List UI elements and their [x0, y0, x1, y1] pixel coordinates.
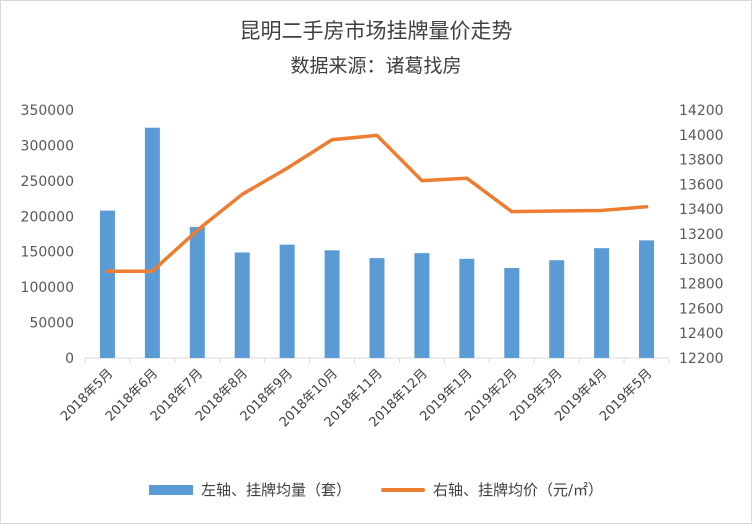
y-left-tick-label: 0	[65, 351, 74, 367]
bar	[189, 226, 205, 358]
bar	[504, 268, 520, 358]
y-left-tick-label: 150000	[21, 245, 74, 261]
y-right-tick-label: 14200	[679, 103, 724, 119]
bar	[459, 258, 475, 358]
y-left-tick-label: 350000	[21, 103, 74, 119]
legend-label-line: 右轴、挂牌均价（元/㎡）	[432, 481, 604, 499]
y-right-tick-label: 13600	[679, 177, 724, 193]
price-line	[105, 133, 649, 273]
bar	[144, 127, 160, 358]
bar	[279, 244, 295, 358]
bar	[234, 252, 250, 358]
bar	[324, 250, 340, 358]
y-left-tick-label: 100000	[21, 280, 74, 296]
bar	[594, 248, 610, 358]
legend-swatch-bar	[148, 484, 193, 495]
y-left-tick-label: 50000	[29, 316, 74, 332]
y-right-tick-label: 12800	[679, 277, 724, 293]
bar	[639, 240, 655, 358]
bar	[414, 253, 430, 358]
bar	[369, 258, 385, 358]
y-left-tick-label: 300000	[21, 138, 74, 154]
y-left-tick-label: 250000	[21, 174, 74, 190]
bar	[99, 210, 115, 358]
y-right-tick-label: 13400	[679, 202, 724, 218]
y-right-tick-label: 12400	[679, 326, 724, 342]
y-left-tick-label: 200000	[21, 209, 74, 225]
legend-item-line: 右轴、挂牌均价（元/㎡）	[380, 479, 604, 500]
y-right-tick-label: 12200	[679, 351, 724, 367]
legend-swatch-line	[380, 487, 425, 492]
chart-title: 昆明二手房市场挂牌量价走势	[239, 19, 513, 43]
y-right-tick-label: 13000	[679, 252, 724, 268]
legend: 左轴、挂牌均量（套） 右轴、挂牌均价（元/㎡）	[1, 479, 751, 500]
y-right-tick-label: 13800	[679, 153, 724, 169]
y-right-tick-label: 14000	[679, 128, 724, 144]
legend-item-bar: 左轴、挂牌均量（套）	[148, 479, 351, 500]
bar	[549, 260, 565, 358]
chart-subtitle: 数据来源：诸葛找房	[290, 55, 462, 77]
y-right-tick-label: 13200	[679, 227, 724, 243]
y-right-tick-label: 12600	[679, 301, 724, 317]
legend-label-bar: 左轴、挂牌均量（套）	[200, 481, 351, 499]
